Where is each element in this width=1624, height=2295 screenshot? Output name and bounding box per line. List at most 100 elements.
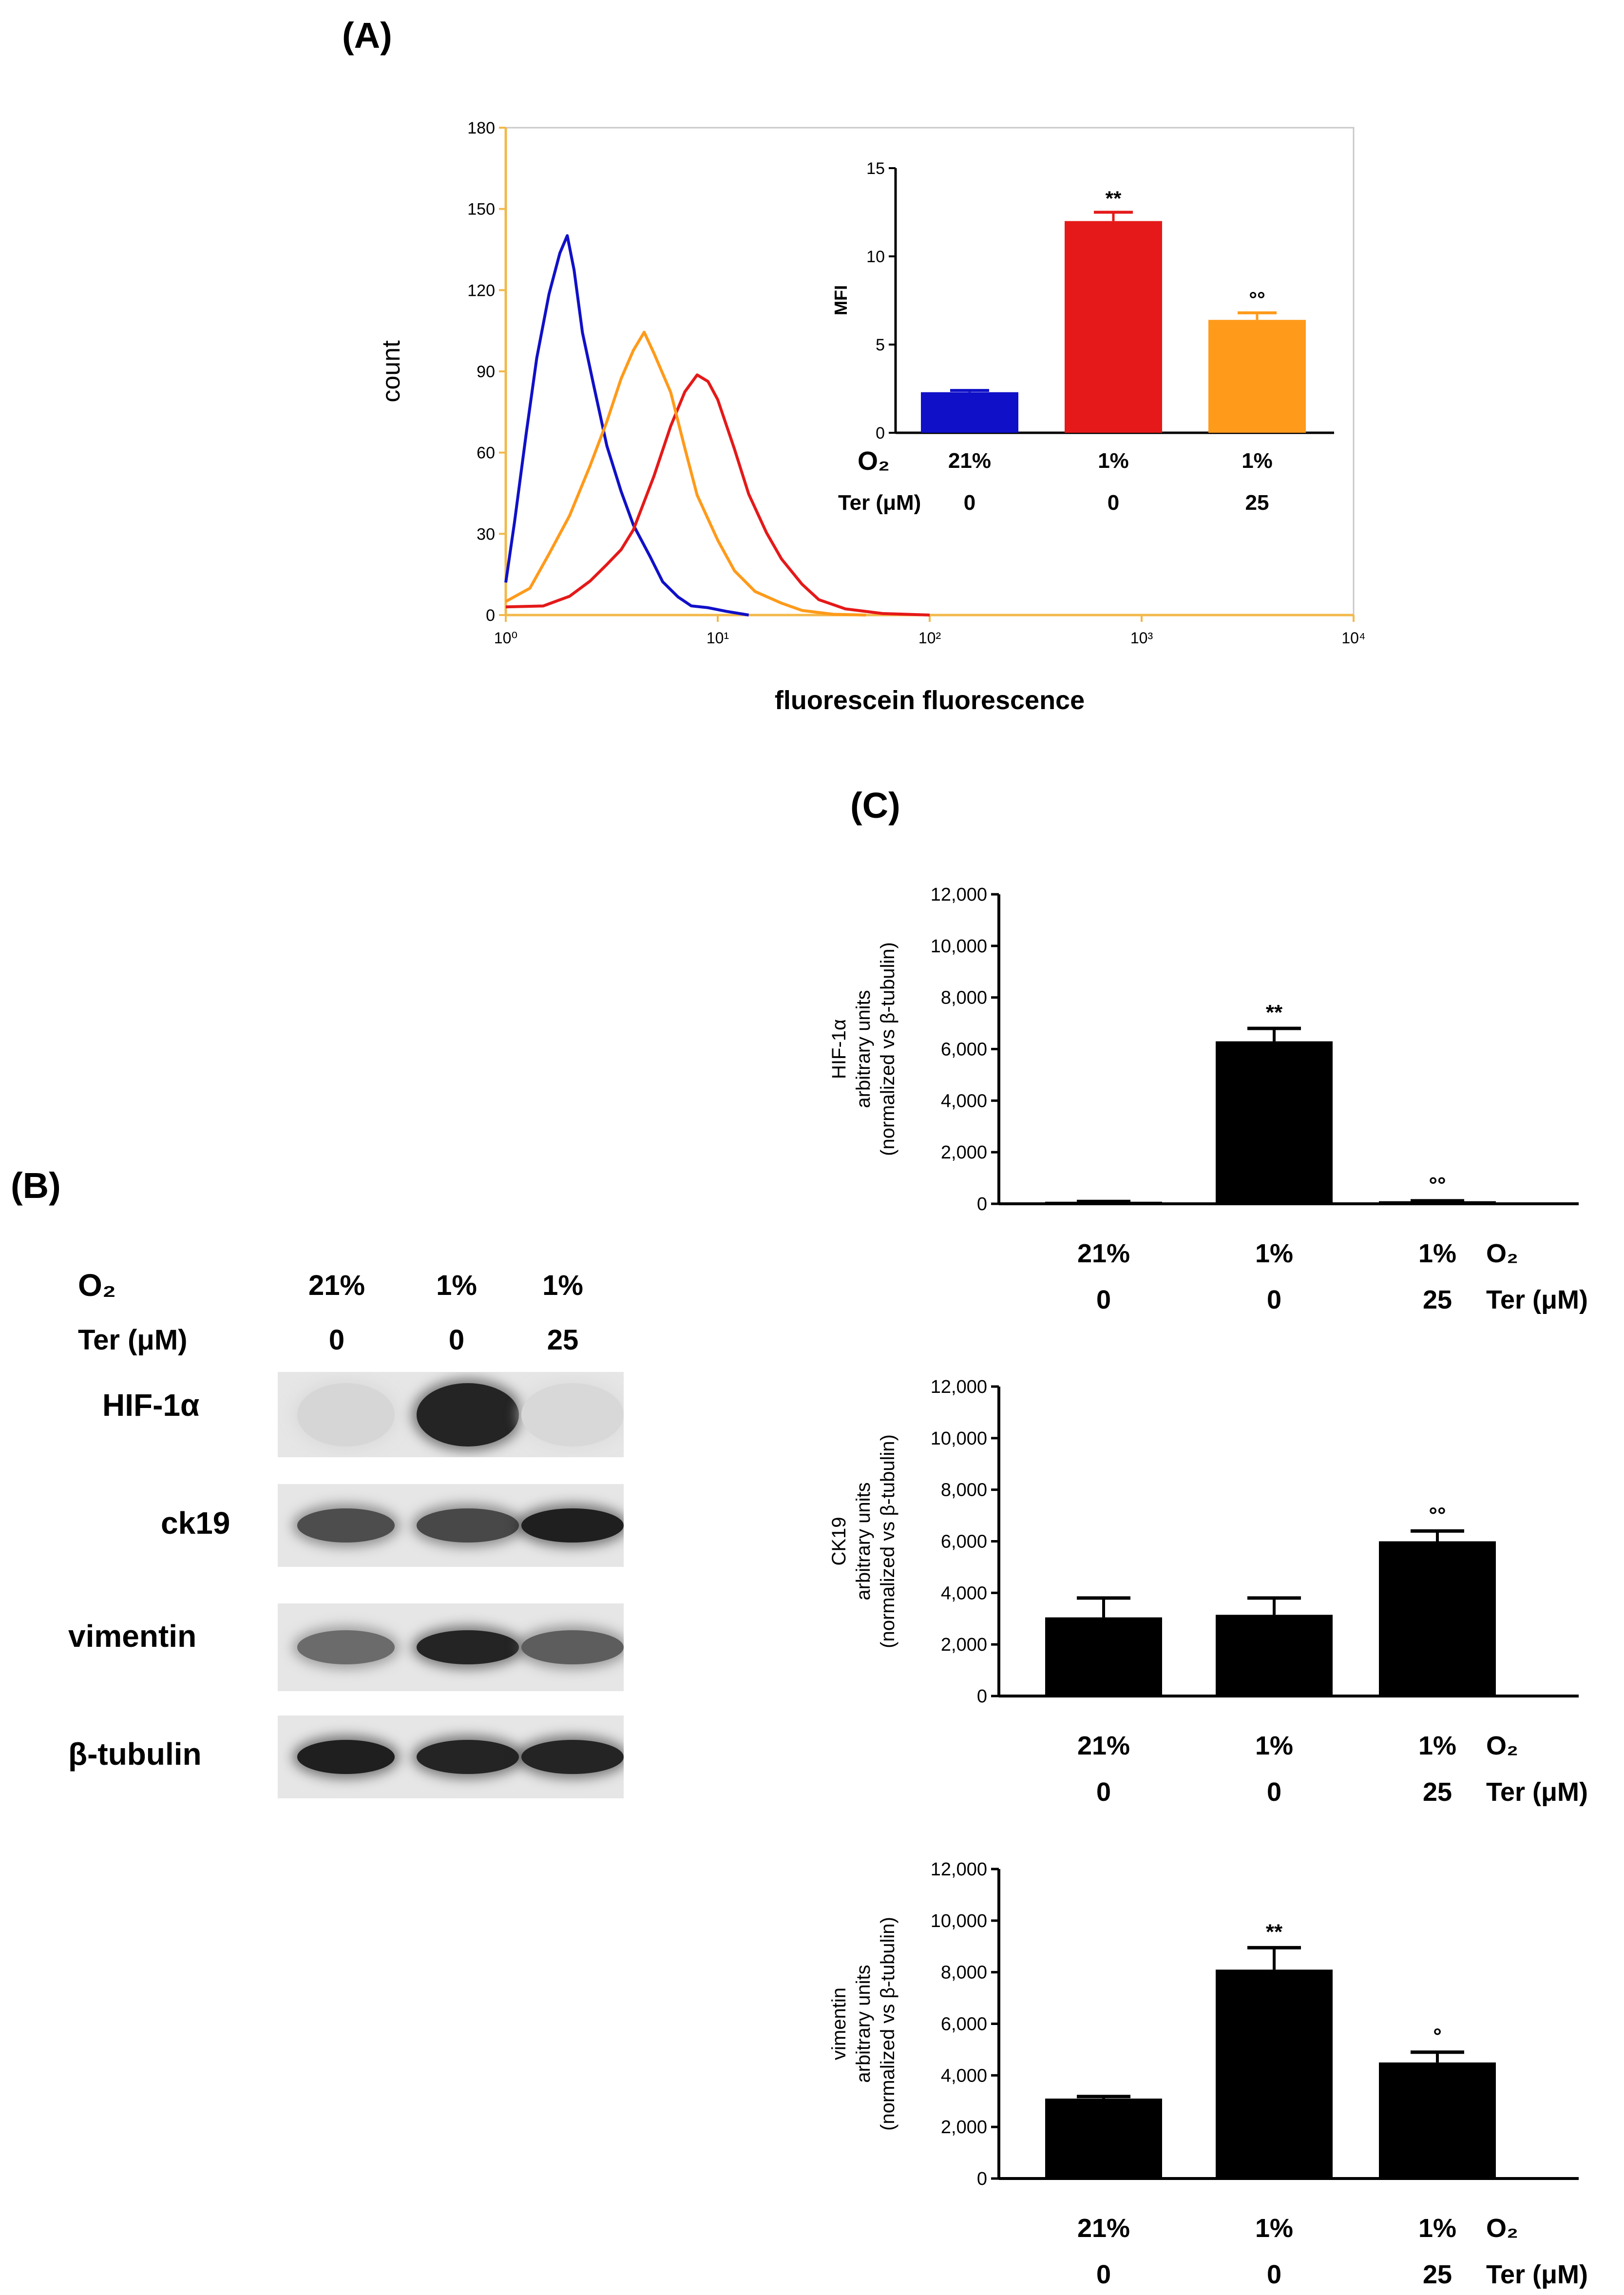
bar-chart-o2-label: 1% <box>1418 2214 1456 2243</box>
histogram-y-tick-label: 0 <box>486 606 495 625</box>
bar-chart-row-label-o2: O₂ <box>1486 1731 1518 1760</box>
bar-chart-y-tick-label: 8,000 <box>941 988 987 1008</box>
bar-chart-bar <box>1216 1615 1333 1696</box>
bar-chart-ter-label: 0 <box>1096 1285 1111 1314</box>
bar-chart-ter-label: 0 <box>1267 1285 1281 1314</box>
bar-chart-bar <box>1379 2062 1496 2179</box>
histogram-x-tick-label: 10⁰ <box>494 629 517 647</box>
bar-chart-o2-label: 21% <box>1077 2214 1130 2243</box>
bar-chart-ter-label: 0 <box>1267 1777 1281 1807</box>
bar-chart-y-tick-label: 0 <box>977 1194 987 1215</box>
hif1a-bar-chart: 0 2,000 4,000 6,000 8,000 10,000 12,000 HIF-1α a… <box>828 885 1588 1314</box>
inset-significance-mark: °° <box>1249 288 1265 310</box>
bar-chart-ter-label: 0 <box>1096 1777 1111 1807</box>
bar-chart-y-tick-label: 12,000 <box>931 1377 987 1397</box>
histogram-y-tick-label: 150 <box>467 200 495 219</box>
wb-band <box>417 1383 519 1446</box>
bar-chart-bar <box>1045 1617 1162 1696</box>
wb-band <box>521 1740 624 1774</box>
wb-header-o2: O₂ <box>78 1268 116 1303</box>
bar-chart-ter-label: 25 <box>1423 1285 1452 1314</box>
wb-blot-hif1a <box>278 1372 624 1457</box>
bar-chart-y-tick-label: 12,000 <box>931 885 987 905</box>
panel-label-b: (B) <box>11 1165 61 1206</box>
bar-chart-y-tick-label: 0 <box>977 1686 987 1707</box>
inset-ter-label: 0 <box>1108 491 1119 515</box>
histogram-y-tick-label: 60 <box>477 444 495 463</box>
bar-chart-y-tick-label: 0 <box>977 2169 987 2189</box>
histogram-x-tick-label: 10³ <box>1130 629 1153 647</box>
histogram-series-line <box>505 373 930 617</box>
bar-chart-y-label: arbitrary units <box>853 1965 874 2083</box>
wb-row-label-ck19: ck19 <box>161 1505 230 1541</box>
bar-chart-row-label-ter: Ter (μM) <box>1486 2260 1588 2289</box>
inset-y-tick-label: 5 <box>876 336 885 354</box>
bar-chart-y-tick-label: 4,000 <box>941 1091 987 1111</box>
bar-chart-ter-label: 25 <box>1423 1777 1452 1807</box>
histogram-y-tick-label: 180 <box>467 119 495 137</box>
bar-chart-ter-label: 25 <box>1423 2260 1452 2289</box>
inset-row-label-o2: O₂ <box>858 446 890 476</box>
inset-bar <box>1065 221 1162 433</box>
bar-chart-y-label: (normalized vs β-tubulin) <box>877 1917 898 2131</box>
bar-chart-y-tick-label: 6,000 <box>941 2014 987 2035</box>
inset-o2-label: 21% <box>948 449 991 473</box>
bar-chart-y-tick-label: 4,000 <box>941 1583 987 1603</box>
bar-chart-y-tick-label: 10,000 <box>931 936 987 957</box>
inset-y-tick-label: 0 <box>876 424 885 443</box>
bar-chart-significance-mark: °° <box>1429 1503 1446 1527</box>
bar-chart-y-tick-label: 12,000 <box>931 1859 987 1880</box>
bar-chart-y-tick-label: 10,000 <box>931 1428 987 1449</box>
bar-chart-significance-mark: ** <box>1266 1001 1283 1024</box>
bar-chart-o2-label: 1% <box>1418 1731 1456 1760</box>
bar-chart-y-label: arbitrary units <box>853 990 874 1108</box>
bar-chart-y-label: (normalized vs β-tubulin) <box>877 942 898 1156</box>
histogram-x-label: fluorescein fluorescence <box>775 686 1085 715</box>
wb-row-label-hif1a: HIF-1α <box>102 1388 200 1423</box>
wb-band <box>297 1630 395 1664</box>
wb-band <box>521 1630 624 1664</box>
wb-ter-lane-2: 0 <box>448 1324 465 1356</box>
bar-chart-o2-label: 21% <box>1077 1731 1130 1760</box>
wb-ter-lane-1: 0 <box>328 1324 345 1356</box>
bar-chart-row-label-o2: O₂ <box>1486 2214 1518 2243</box>
bar-chart-y-tick-label: 2,000 <box>941 1142 987 1163</box>
histogram-y-tick-label: 120 <box>467 281 495 300</box>
wb-row-label-tubulin: β-tubulin <box>68 1736 202 1772</box>
wb-band <box>297 1383 395 1446</box>
bar-chart-ter-label: 0 <box>1267 2260 1281 2289</box>
histogram-series-line <box>505 330 866 617</box>
bar-chart-y-tick-label: 10,000 <box>931 1911 987 1931</box>
bar-chart-bar <box>1216 1969 1333 2179</box>
inset-o2-label: 1% <box>1098 449 1129 473</box>
inset-o2-label: 1% <box>1242 449 1273 473</box>
inset-bar <box>921 392 1018 433</box>
inset-ter-label: 25 <box>1245 491 1269 515</box>
wb-band <box>297 1740 395 1774</box>
wb-row-label-vimentin: vimentin <box>68 1619 197 1654</box>
wb-blot-tubulin <box>278 1716 624 1798</box>
bar-chart-row-label-ter: Ter (μM) <box>1486 1777 1588 1807</box>
ck19-bar-chart: 0 2,000 4,000 6,000 8,000 10,000 12,000 CK19 arb… <box>828 1377 1588 1807</box>
bar-chart-o2-label: 1% <box>1418 1239 1456 1268</box>
inset-row-label-ter: Ter (μM) <box>838 491 921 515</box>
bar-chart-bar <box>1216 1041 1333 1204</box>
inset-y-label: MFI <box>831 285 851 315</box>
wb-band <box>417 1508 519 1543</box>
bar-chart-y-tick-label: 8,000 <box>941 1480 987 1501</box>
bar-chart-y-tick-label: 6,000 <box>941 1532 987 1552</box>
wb-band <box>297 1508 395 1543</box>
bar-chart-significance-mark: ° <box>1433 2025 1442 2048</box>
bar-chart-y-label: arbitrary units <box>853 1482 874 1600</box>
wb-band <box>521 1508 624 1543</box>
bar-chart-bar <box>1045 2098 1162 2179</box>
bar-chart-y-label: CK19 <box>828 1517 850 1565</box>
bar-chart-y-tick-label: 8,000 <box>941 1963 987 1983</box>
wb-o2-lane-3: 1% <box>542 1270 583 1301</box>
wb-o2-lane-1: 21% <box>308 1270 365 1301</box>
wb-band <box>417 1630 519 1664</box>
bar-chart-row-label-o2: O₂ <box>1486 1239 1518 1268</box>
bar-chart-bar <box>1379 1541 1496 1696</box>
vimentin-bar-chart: 0 2,000 4,000 6,000 8,000 10,000 12,000 vimenti… <box>828 1859 1588 2289</box>
